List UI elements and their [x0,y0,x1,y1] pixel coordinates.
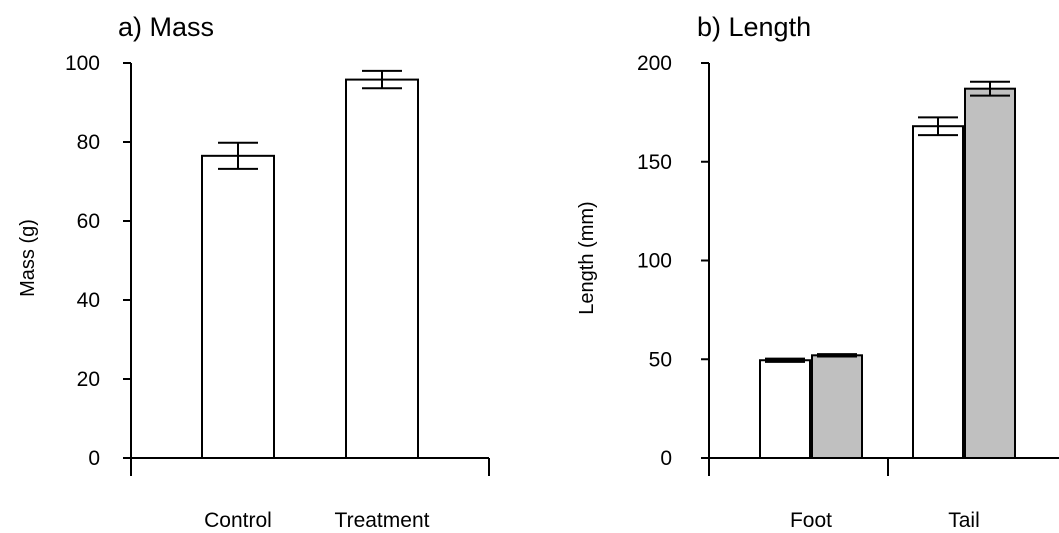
y-axis-label: Length (mm) [576,201,598,314]
y-axis-label: Mass (g) [17,219,39,297]
y-tick-label: 0 [660,447,672,470]
bar [759,359,811,459]
mass-chart: a) Mass Mass (g) 0 20 40 60 80 100 Control Trea… [17,12,490,532]
length-chart: b) Length Length (mm) 0 50 100 150 200 Foot Ta… [576,12,1059,532]
y-tick-label: 0 [88,447,100,470]
y-tick-label: 60 [77,210,100,233]
y-tick-label: 100 [65,52,100,75]
y-tick-label: 150 [637,151,672,174]
bar [964,87,1016,460]
x-tick-label: Tail [948,509,980,532]
y-tick-label: 80 [77,131,100,154]
chart-title: b) Length [697,12,811,42]
x-tick-label: Treatment [335,509,430,532]
y-tick-label: 40 [77,289,100,312]
bar [912,125,964,459]
x-tick-label: Foot [790,509,832,532]
bar [811,354,863,459]
chart-title: a) Mass [118,12,214,42]
y-tick-label: 100 [637,250,672,273]
x-tick-label: Control [204,509,272,532]
bar [201,154,275,459]
bar [345,78,419,459]
y-tick-label: 20 [77,368,100,391]
y-tick-label: 50 [649,348,672,371]
y-tick-label: 200 [637,52,672,75]
